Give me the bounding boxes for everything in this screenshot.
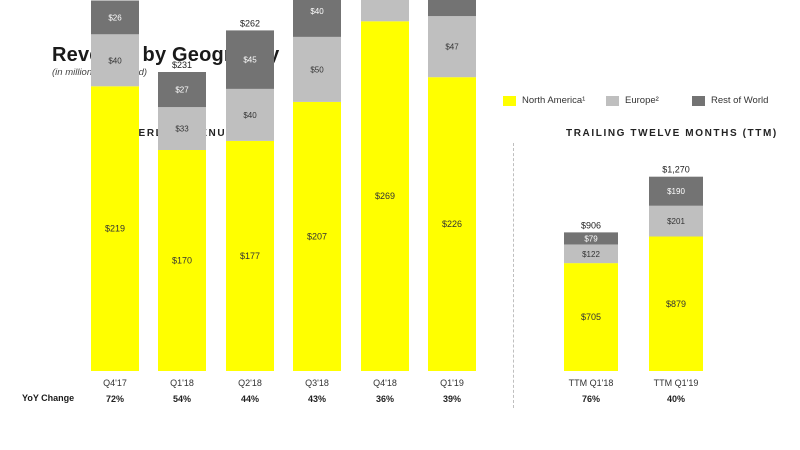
x-tick-label: Q1'18 [170,378,194,388]
segment-label-north-america: $207 [307,231,327,241]
segment-label-rest-of-world: $45 [243,56,257,65]
legend-item-north-america: North America¹ [503,95,585,106]
x-tick-label: TTM Q1'18 [569,378,614,388]
yoy-change-value: 43% [308,394,326,404]
yoy-change-value: 44% [241,394,259,404]
ttm-section-title: TRAILING TWELVE MONTHS (TTM) [566,128,778,139]
segment-label-north-america: $170 [172,256,192,266]
bar-total-label: $231 [172,60,192,70]
bar-segment-europe [564,244,618,264]
bar-segment-north-america [91,86,139,372]
segment-label-north-america: $219 [105,224,125,234]
bar-segment-europe [91,34,139,87]
bar-total-label: $906 [581,220,601,230]
legend-item-europe: Europe² [606,95,659,106]
legend-item-rest-of-world: Rest of World [692,95,768,106]
bar-segment-north-america [649,236,703,371]
segment-label-europe: $40 [243,111,257,120]
bar-segment-north-america [158,150,206,371]
segment-label-north-america: $269 [375,191,395,201]
yoy-change-value: 39% [443,394,461,404]
yoy-change-value: 40% [667,394,685,404]
x-tick-label: Q3'18 [305,378,329,388]
bar-segment-rest-of-world [226,30,274,89]
bar-segment-north-america [226,140,274,371]
segment-label-europe: $50 [310,65,324,74]
yoy-change-label: YoY Change [22,393,75,403]
legend-swatch-europe [606,95,619,106]
segment-label-europe: $122 [582,250,600,259]
legend-swatch-north-america [503,95,516,106]
yoy-change-value: 72% [106,394,124,404]
bar-segment-rest-of-world [91,0,139,35]
section-divider [513,143,514,408]
x-tick-label: TTM Q1'19 [654,378,699,388]
segment-label-rest-of-world: $26 [108,13,122,22]
chart-legend: North America¹ Europe² Rest of World [0,95,800,111]
bar-segment-europe [428,16,476,78]
bar-segment-rest-of-world [158,72,206,108]
bar-segment-north-america [361,21,409,372]
bar-segment-north-america [428,77,476,371]
bar-segment-rest-of-world [564,232,618,245]
legend-swatch-rest-of-world [692,95,705,106]
segment-label-rest-of-world: $40 [310,7,324,16]
bar-segment-north-america [293,101,341,372]
segment-label-rest-of-world: $79 [584,234,598,243]
segment-label-north-america: $177 [240,251,260,261]
legend-label: North America¹ [522,95,586,106]
segment-label-europe: $201 [667,217,685,226]
x-tick-label: Q1'19 [440,378,464,388]
x-tick-label: Q4'17 [103,378,127,388]
legend-label: Rest of World [711,95,769,106]
segment-label-rest-of-world: $190 [667,187,685,196]
bar-segment-rest-of-world [649,176,703,206]
segment-label-north-america: $879 [666,299,686,309]
bar-segment-north-america [564,263,618,371]
legend-label: Europe² [625,95,659,106]
yoy-change-value: 36% [376,394,394,404]
bar-segment-europe [293,36,341,102]
yoy-change-value: 76% [582,394,600,404]
segment-label-north-america: $705 [581,312,601,322]
bar-segment-rest-of-world [428,0,476,17]
bar-segment-europe [361,0,409,22]
bar-segment-europe [649,205,703,237]
segment-label-north-america: $226 [442,219,462,229]
bar-segment-rest-of-world [293,0,341,37]
segment-label-europe: $47 [445,43,459,52]
segment-label-rest-of-world: $27 [175,86,189,95]
segment-label-europe: $40 [108,56,122,65]
yoy-change-value: 54% [173,394,191,404]
bar-segment-europe [226,88,274,141]
bar-segment-europe [158,107,206,150]
x-tick-label: Q4'18 [373,378,397,388]
x-tick-label: Q2'18 [238,378,262,388]
bar-total-label: $1,270 [662,165,690,175]
segment-label-europe: $33 [175,125,189,134]
bar-total-label: $262 [240,18,260,28]
